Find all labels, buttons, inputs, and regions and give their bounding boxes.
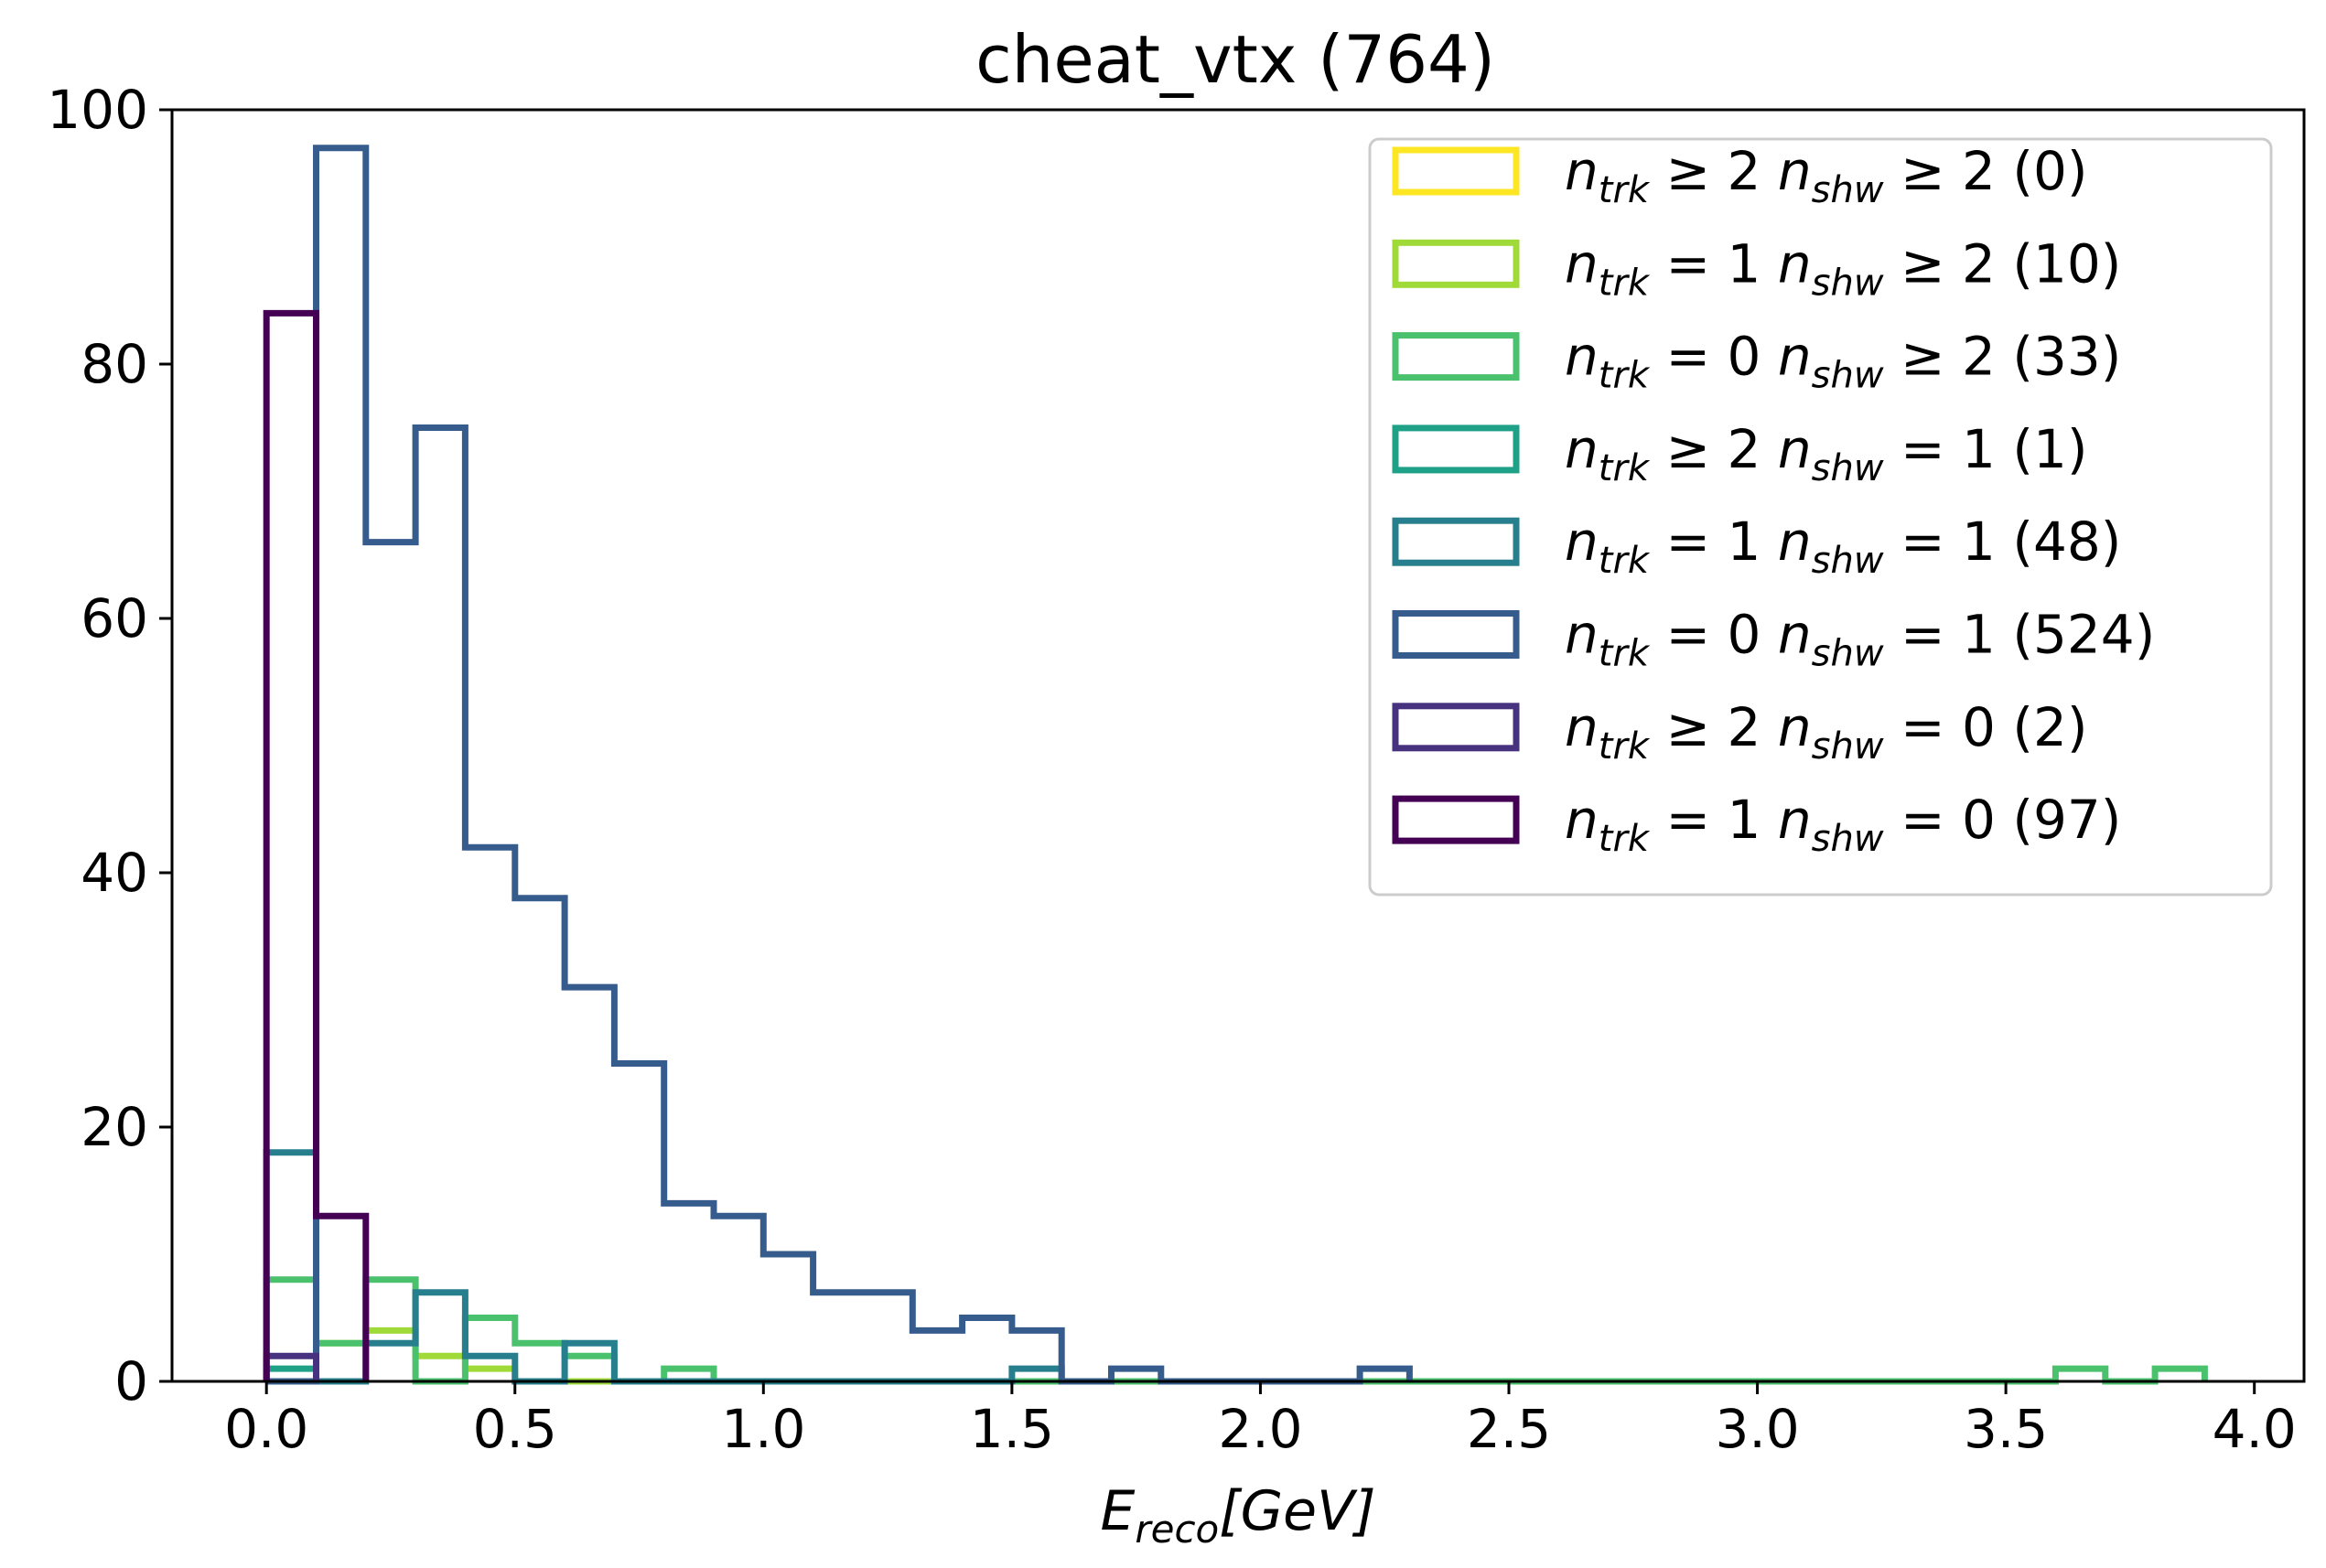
- legend-text-part: shw: [1812, 540, 1884, 582]
- legend-text-part: = 0: [1649, 326, 1778, 388]
- legend-text-part: = 1 (524): [1884, 604, 2156, 666]
- x-axis-label: Ereco[GeV]: [1100, 1479, 1375, 1552]
- legend-text-part: n: [1778, 140, 1812, 202]
- legend-swatch: [1392, 332, 1520, 381]
- legend-text-part: n: [1778, 696, 1812, 758]
- legend-entry-text: ntrk = 1 nshw ≥ 2 (10): [1565, 232, 2121, 304]
- legend-text-part: n: [1565, 789, 1599, 851]
- legend-text-part: n: [1565, 418, 1599, 480]
- legend-text-part: ≥ 2 (0): [1884, 140, 2088, 202]
- legend-swatch: [1392, 239, 1520, 288]
- y-tick-label: 60: [81, 587, 148, 650]
- legend-text-part: trk: [1599, 447, 1651, 489]
- legend: ntrk ≥ 2 nshw ≥ 2 (0)ntrk = 1 nshw ≥ 2 (…: [1368, 137, 2273, 897]
- legend-entries: ntrk ≥ 2 nshw ≥ 2 (0)ntrk = 1 nshw ≥ 2 (…: [1392, 140, 2155, 860]
- legend-text-part: n: [1565, 604, 1599, 666]
- y-tick-label: 80: [81, 333, 148, 395]
- x-tick-label: 4.0: [2213, 1398, 2297, 1460]
- legend-text-part: n: [1778, 510, 1812, 573]
- x-tick-label: 3.0: [1715, 1398, 1799, 1460]
- chart-title: cheat_vtx (764): [975, 21, 1495, 98]
- plot-frame: [170, 108, 2306, 1383]
- legend-text-part: trk: [1599, 540, 1651, 582]
- legend-text-part: = 1: [1649, 232, 1778, 295]
- legend-entry-text: ntrk = 1 nshw = 0 (97): [1565, 789, 2121, 860]
- legend-text-part: trk: [1599, 262, 1651, 304]
- legend-entry-text: ntrk = 0 nshw ≥ 2 (33): [1565, 326, 2121, 397]
- legend-text-part: = 0 (97): [1884, 789, 2122, 851]
- x-axis-label-main: E: [1100, 1479, 1135, 1543]
- legend-text-part: n: [1565, 232, 1599, 295]
- legend-text-part: n: [1778, 789, 1812, 851]
- y-tick-label: 20: [81, 1096, 148, 1158]
- legend-entry-text: ntrk ≥ 2 nshw = 1 (1): [1565, 418, 2088, 489]
- legend-text-part: trk: [1599, 818, 1651, 860]
- legend-text-part: = 0: [1649, 604, 1778, 666]
- legend-text-part: trk: [1599, 355, 1651, 397]
- legend-text-part: n: [1778, 418, 1812, 480]
- legend-swatch: [1392, 517, 1520, 566]
- legend-text-part: ≥ 2: [1649, 696, 1778, 758]
- legend-text-part: ≥ 2 (33): [1884, 326, 2122, 388]
- legend-text-part: shw: [1812, 818, 1884, 860]
- legend-text-part: = 1 (48): [1884, 510, 2122, 573]
- x-axis-label-sub: reco: [1135, 1507, 1219, 1552]
- legend-entry-text: ntrk ≥ 2 nshw = 0 (2): [1565, 696, 2088, 768]
- legend-text-part: shw: [1812, 447, 1884, 489]
- x-tick-label: 1.0: [721, 1398, 805, 1460]
- x-tick-label: 2.0: [1218, 1398, 1302, 1460]
- legend-swatch: [1392, 424, 1520, 474]
- y-axis-ticks: 0 20 40 60 80 100: [47, 79, 172, 1412]
- legend-text-part: trk: [1599, 725, 1651, 768]
- legend-text-part: n: [1778, 326, 1812, 388]
- x-tick-label: 3.5: [1964, 1398, 2048, 1460]
- legend-text-part: trk: [1599, 169, 1651, 211]
- legend-text-part: n: [1565, 140, 1599, 202]
- legend-text-part: ≥ 2: [1649, 418, 1778, 480]
- series-step-7: [263, 309, 370, 1381]
- legend-text-part: = 1 (1): [1884, 418, 2088, 480]
- legend-text-part: = 0 (2): [1884, 696, 2088, 758]
- legend-text-part: ≥ 2: [1649, 140, 1778, 202]
- legend-text-part: n: [1565, 510, 1599, 573]
- x-axis-label-tail: [GeV]: [1219, 1479, 1375, 1543]
- legend-frame: [1368, 137, 2273, 897]
- x-tick-label: 1.5: [970, 1398, 1054, 1460]
- legend-text-part: n: [1778, 604, 1812, 666]
- legend-swatch: [1392, 146, 1520, 196]
- legend-text-part: = 1: [1649, 510, 1778, 573]
- legend-text-part: trk: [1599, 633, 1651, 675]
- legend-text-part: shw: [1812, 725, 1884, 768]
- legend-text-part: = 1: [1649, 789, 1778, 851]
- legend-entry-text: ntrk ≥ 2 nshw ≥ 2 (0): [1565, 140, 2088, 211]
- x-tick-label: 2.5: [1467, 1398, 1551, 1460]
- x-axis-ticks: 0.0 0.5 1.0 1.5 2.0 2.5 3.0 3.5 4.0: [224, 1381, 2297, 1460]
- legend-swatch: [1392, 795, 1520, 844]
- y-tick-label: 40: [81, 842, 148, 904]
- legend-text-part: shw: [1812, 169, 1884, 211]
- y-tick-label: 0: [114, 1350, 148, 1412]
- y-tick-label: 100: [47, 79, 148, 141]
- legend-entry-text: ntrk = 0 nshw = 1 (524): [1565, 604, 2155, 675]
- x-tick-label: 0.5: [473, 1398, 557, 1460]
- legend-text-part: n: [1778, 232, 1812, 295]
- legend-text-part: shw: [1812, 633, 1884, 675]
- legend-text-part: n: [1565, 696, 1599, 758]
- legend-swatch: [1392, 610, 1520, 659]
- legend-text-part: shw: [1812, 262, 1884, 304]
- legend-entry-text: ntrk = 1 nshw = 1 (48): [1565, 510, 2121, 582]
- x-tick-label: 0.0: [224, 1398, 308, 1460]
- legend-text-part: ≥ 2 (10): [1884, 232, 2122, 295]
- legend-text-part: shw: [1812, 355, 1884, 397]
- legend-text-part: n: [1565, 326, 1599, 388]
- legend-swatch: [1392, 703, 1520, 752]
